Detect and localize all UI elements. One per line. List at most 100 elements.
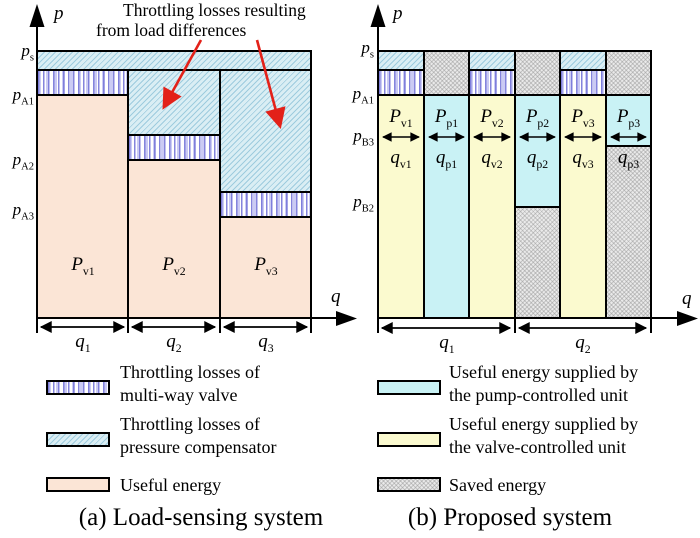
pv2-b: P [480, 106, 492, 127]
q2-b-sub: 2 [584, 342, 591, 356]
chart-a-col1-valve-loss [38, 71, 127, 94]
qv3-b-sub: v3 [581, 157, 594, 171]
pp2-b-sub: p2 [537, 116, 550, 130]
pv3-b: P [571, 106, 583, 127]
qv2-b-sub: v2 [490, 157, 503, 171]
pa2-base: p [12, 150, 22, 169]
qv1-b: q [390, 147, 400, 168]
pa3-base: p [12, 200, 22, 219]
annotation-line1: Throttling losses resulting [123, 0, 306, 20]
pa1-b-base: p [352, 84, 362, 103]
chart-a-label-ps: ps [0, 41, 34, 64]
chart-a-flow-q2: q2 [144, 331, 204, 354]
legend-b-item2-line1: Useful energy supplied by [449, 414, 639, 434]
chart-a-col2-valve-loss [129, 136, 219, 159]
chart-b-col6-saved-energy-bottom [607, 147, 650, 318]
chart-a-col3-useful-energy [221, 218, 310, 318]
chart-a-col-divider-2 [219, 69, 221, 318]
chart-a-flow-q3: q3 [236, 331, 296, 355]
chart-b-col5-power-label: Pv3 [561, 106, 605, 130]
chart-b-p-axis [377, 18, 379, 333]
chart-a-label-pa1: pA1 [0, 85, 34, 107]
pa1-b-sub: A1 [361, 95, 374, 107]
legend-a-item3-label: Useful energy [120, 474, 221, 497]
chart-a-caption: (a) Load-sensing system [78, 504, 324, 531]
chart-b-col6-power-label: Pp3 [607, 106, 650, 130]
chart-b-tick-2 [650, 319, 652, 333]
legend-b-item2-line2: the valve-controlled unit [449, 437, 626, 457]
chart-a-col3-compensator-loss [221, 71, 310, 191]
qv1-b-sub: v1 [399, 157, 412, 171]
chart-a-p-axis-label: p [54, 3, 64, 24]
legend-a-swatch-pressure-compensator [46, 432, 110, 447]
pb2-sub: B2 [361, 203, 374, 215]
chart-a-region-pv2: Pv2 [144, 254, 204, 278]
pv3-base: P [254, 254, 266, 275]
q2-base: q [166, 331, 176, 352]
chart-b-col5-band-line [561, 69, 605, 71]
ps-sub: s [29, 52, 34, 64]
legend-b-item3-line1: Saved energy [449, 475, 547, 495]
chart-b-tick-1 [514, 319, 516, 333]
chart-a-pa1-line [36, 94, 129, 96]
pv1-b: P [389, 106, 401, 127]
qp3-b: q [617, 147, 628, 168]
chart-a-col3-hatch-line [219, 191, 312, 193]
chart-b-p-axis-label: p [393, 3, 403, 24]
chart-b-col2-flow-label: qp1 [425, 147, 468, 171]
legend-a-item2-line2: pressure compensator [120, 437, 277, 457]
chart-b-col6-flow-label: qp3 [607, 147, 650, 170]
pb2-base: p [353, 192, 362, 211]
ps-b-sub: s [369, 49, 374, 61]
chart-a-pa3-line [219, 216, 312, 218]
legend-a-item2-label: Throttling losses of pressure compensato… [120, 413, 276, 459]
chart-a-supply-pressure-band [38, 52, 310, 69]
pv3-b-sub: v3 [582, 116, 595, 130]
chart-b-col3-valve-loss [470, 71, 514, 94]
chart-b-caption: (b) Proposed system [407, 504, 613, 531]
chart-b-col3-power-label: Pv2 [470, 106, 514, 130]
chart-b-col4-saved-energy-top [516, 52, 559, 94]
pv1-sub: v1 [82, 264, 95, 278]
chart-a-right-edge [310, 50, 312, 318]
chart-b-col4-pump-energy [516, 96, 559, 206]
q1-b: q [439, 332, 449, 353]
chart-a-pa2-line [127, 159, 221, 161]
chart-a-tick-2 [219, 319, 221, 333]
chart-b-col-divider-1 [423, 50, 425, 318]
chart-b-label-ps: ps [340, 38, 374, 61]
chart-b-col-divider-2 [468, 50, 470, 318]
pv2-b-sub: v2 [491, 116, 504, 130]
chart-a-tick-1 [127, 319, 129, 333]
chart-a-region-pv3: Pv3 [236, 254, 296, 277]
pb3-base: p [353, 126, 362, 145]
chart-a-band-line [36, 69, 312, 71]
chart-b-label-pa1: pA1 [340, 84, 374, 107]
legend-b-swatch-saved-energy [377, 477, 441, 492]
chart-b-q-axis-label: q [682, 288, 692, 309]
qp1-b-sub: p1 [445, 157, 458, 171]
chart-a-q-axis-arrowhead [336, 311, 357, 326]
chart-b-right-edge [650, 50, 652, 318]
legend-a-item2-line1: Throttling losses of [120, 414, 260, 434]
chart-b-col4-saved-energy-bottom [516, 208, 559, 318]
chart-b-q-axis-arrowhead [677, 311, 698, 326]
chart-b-col3-band-line [470, 69, 514, 71]
chart-b-q-axis [377, 317, 679, 319]
q2-b: q [575, 332, 585, 353]
qp2-b-sub: p2 [536, 157, 549, 171]
chart-b-col1-compensator-loss [379, 52, 423, 69]
annotation-line2: from load differences [96, 20, 247, 40]
chart-a-flow-q1: q1 [53, 331, 113, 354]
pp3-b-sub: p3 [628, 116, 641, 130]
pp3-b: P [616, 106, 629, 127]
chart-b-col5-valve-loss [561, 71, 605, 94]
pv2-sub: v2 [173, 264, 186, 278]
chart-a-tick-3 [310, 319, 312, 333]
chart-a-col-divider-1 [127, 69, 129, 318]
q3-sub: 3 [267, 341, 274, 355]
chart-b-col4-flow-label: qp2 [516, 147, 559, 171]
legend-b-item1-line1: Useful energy supplied by [449, 362, 639, 382]
chart-a-col3-valve-loss [221, 193, 310, 216]
